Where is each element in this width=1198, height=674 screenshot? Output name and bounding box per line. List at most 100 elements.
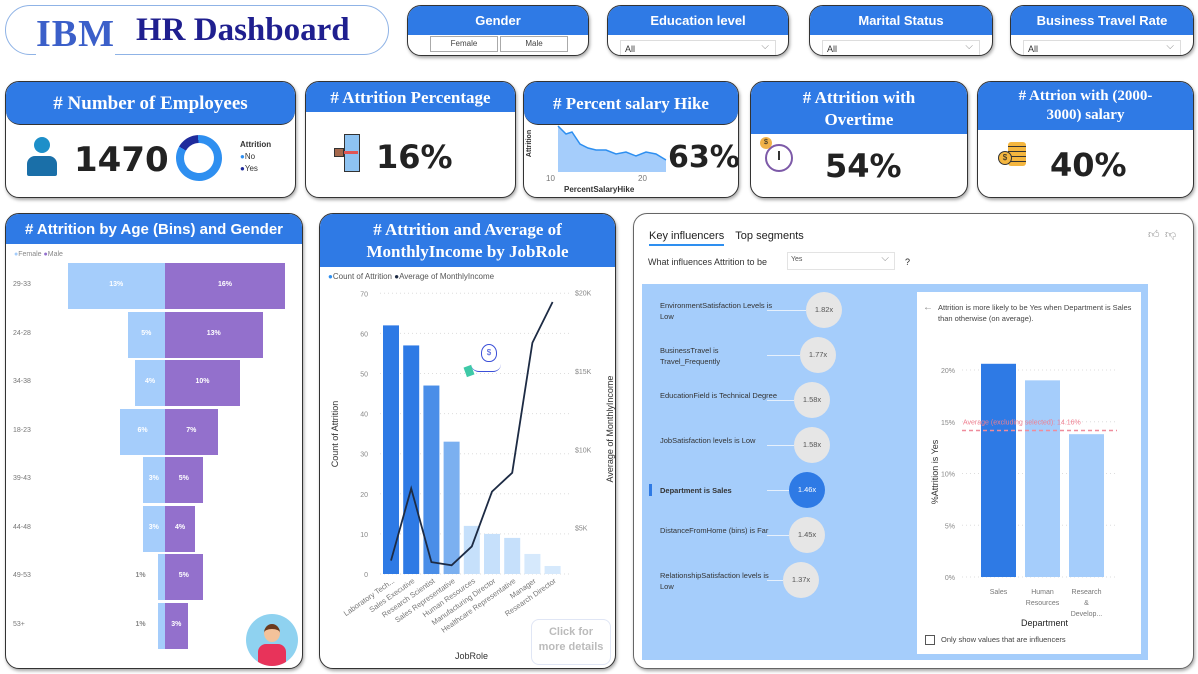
influencers-only-checkbox[interactable] xyxy=(925,635,935,645)
connector-arrow xyxy=(767,445,794,446)
education-slicer: Education level All ⌵ xyxy=(607,5,789,56)
ibm-logo: IBM xyxy=(36,12,115,56)
department-tick: & xyxy=(1084,600,1089,607)
male-bar xyxy=(165,360,240,406)
attrition-donut xyxy=(167,126,231,190)
income-line xyxy=(390,301,554,567)
salary-hike-value: 63% xyxy=(668,140,739,175)
person-icon xyxy=(26,137,58,177)
influencer-bubble[interactable]: 1.45x xyxy=(789,517,825,553)
y-tick: 40 xyxy=(360,412,368,419)
card-title: # Percent salary Hike xyxy=(524,82,738,125)
employees-card: # Number of Employees 1470 Attrition ●No… xyxy=(5,81,296,198)
gender-male-button[interactable]: Male xyxy=(500,36,568,52)
influencer-bubble[interactable]: 1.82x xyxy=(806,292,842,328)
y-tick: 60 xyxy=(360,331,368,338)
age-bin-label: 29-33 xyxy=(13,281,31,288)
influencer-bubble[interactable]: 1.46x xyxy=(789,472,825,508)
attrition-bar xyxy=(504,537,521,574)
detail-card: ← Attrition is more likely to be Yes whe… xyxy=(917,292,1141,654)
chevron-down-icon: ⌵ xyxy=(881,253,889,264)
age-bin-label: 24-28 xyxy=(13,329,31,337)
y-tick: 10 xyxy=(360,532,368,539)
marital-slicer: Marital Status All ⌵ xyxy=(809,5,993,56)
male-data-label: 10% xyxy=(195,378,210,385)
influencers-area: EnvironmentSatisfaction Levels is Low 1.8… xyxy=(642,284,1148,660)
chart-title: # Attrition and Average of MonthlyIncome… xyxy=(320,214,615,267)
marital-dropdown[interactable]: All ⌵ xyxy=(822,40,980,55)
age-gender-chart: # Attrition by Age (Bins) and Gender ●Fe… xyxy=(5,213,303,669)
y2-tick: $10K xyxy=(575,447,592,454)
department-tick: Develop... xyxy=(1071,611,1103,618)
key-influencers-panel: Key influencers Top segments 👍︎ 👎︎ What … xyxy=(633,213,1194,669)
y2-tick: $15K xyxy=(575,369,592,376)
tab-top-segments[interactable]: Top segments xyxy=(735,230,804,242)
chevron-down-icon: ⌵ xyxy=(965,41,973,52)
travel-slicer: Business Travel Rate All ⌵ xyxy=(1010,5,1194,56)
thumbs-down-icon[interactable]: 👎︎ xyxy=(1165,229,1177,241)
influencer-bubble[interactable]: 1.77x xyxy=(800,337,836,373)
checkbox-label: Only show values that are influencers xyxy=(941,635,1066,644)
connector-arrow xyxy=(767,310,806,311)
attrition-percentage: 16% xyxy=(376,138,453,176)
coins-icon: $ xyxy=(998,142,1028,168)
attrition-bar xyxy=(443,441,460,574)
chevron-down-icon: ⌵ xyxy=(1166,41,1174,52)
department-bar xyxy=(981,363,1016,577)
female-data-label: 1% xyxy=(135,620,146,628)
male-bar xyxy=(165,554,203,600)
y-tick: 50 xyxy=(360,372,368,379)
chart-title: # Attrition by Age (Bins) and Gender xyxy=(6,214,302,244)
influencer-label: DistanceFromHome (bins) is Far xyxy=(660,526,769,535)
y-tick: 15% xyxy=(941,420,955,427)
department-tick: Research xyxy=(1072,589,1102,596)
female-bar xyxy=(120,408,165,455)
influencer-bubble[interactable]: 1.37x xyxy=(783,562,819,598)
tick: 20 xyxy=(638,174,647,183)
legend-income: Average of MonthlyIncome xyxy=(399,272,495,281)
y-tick: 10% xyxy=(941,472,955,479)
dropdown-value: All xyxy=(1028,44,1039,54)
female-bar xyxy=(67,263,165,309)
back-arrow-icon[interactable]: ← xyxy=(923,302,933,313)
age-bin-label: 44-48 xyxy=(13,523,31,531)
employee-count: 1470 xyxy=(74,140,169,180)
influencer-label: JobSatisfaction levels is Low xyxy=(660,436,756,445)
legend-male: Male xyxy=(47,251,63,258)
age-bin-label: 39-43 xyxy=(13,475,31,482)
sparkline-ylabel: Attrition xyxy=(526,129,534,158)
influencer-bubble[interactable]: 1.58x xyxy=(794,427,830,463)
card-title: # Attrition with Overtime xyxy=(751,82,967,134)
gender-female-button[interactable]: Female xyxy=(430,36,498,52)
attrition-bar xyxy=(484,533,500,574)
y-tick: 70 xyxy=(360,291,368,298)
thumbs-up-icon[interactable]: 👍︎ xyxy=(1148,229,1160,241)
money-hand-icon: $ xyxy=(463,344,501,378)
legend-yes: Yes xyxy=(244,164,258,173)
female-bar xyxy=(157,554,165,600)
selected-marker xyxy=(649,484,652,496)
travel-dropdown[interactable]: All ⌵ xyxy=(1023,40,1181,55)
education-dropdown[interactable]: All ⌵ xyxy=(620,40,776,55)
attrition-bar xyxy=(544,565,561,574)
exit-door-icon xyxy=(334,134,362,172)
donut-legend-title: Attrition xyxy=(240,140,272,149)
dropdown-value: Yes xyxy=(791,256,803,263)
connector-arrow xyxy=(767,400,794,401)
details-button[interactable]: Click for more details xyxy=(531,619,611,665)
y-axis-label: %Attrition is Yes xyxy=(930,439,940,505)
attrition-value-dropdown[interactable]: Yes ⌵ xyxy=(787,252,895,270)
slicer-title: Education level xyxy=(608,6,788,35)
salary-range-card: # Attrion with (2000-3000) salary $ 40% xyxy=(977,81,1194,198)
male-data-label: 3% xyxy=(171,620,182,628)
card-title: # Attrion with (2000-3000) salary xyxy=(978,82,1193,130)
salary-range-value: 40% xyxy=(1050,146,1127,184)
title-box: IBM HR Dashboard xyxy=(5,5,389,56)
salary-hike-sparkline xyxy=(557,125,667,172)
influencer-bubble[interactable]: 1.58x xyxy=(794,382,830,418)
gender-slicer: Gender Female Male xyxy=(407,5,589,56)
male-data-label: 4% xyxy=(174,523,186,531)
question-label: What influences Attrition to be xyxy=(648,257,768,267)
tab-key-influencers[interactable]: Key influencers xyxy=(649,230,725,246)
y-tick: 0% xyxy=(945,575,955,582)
